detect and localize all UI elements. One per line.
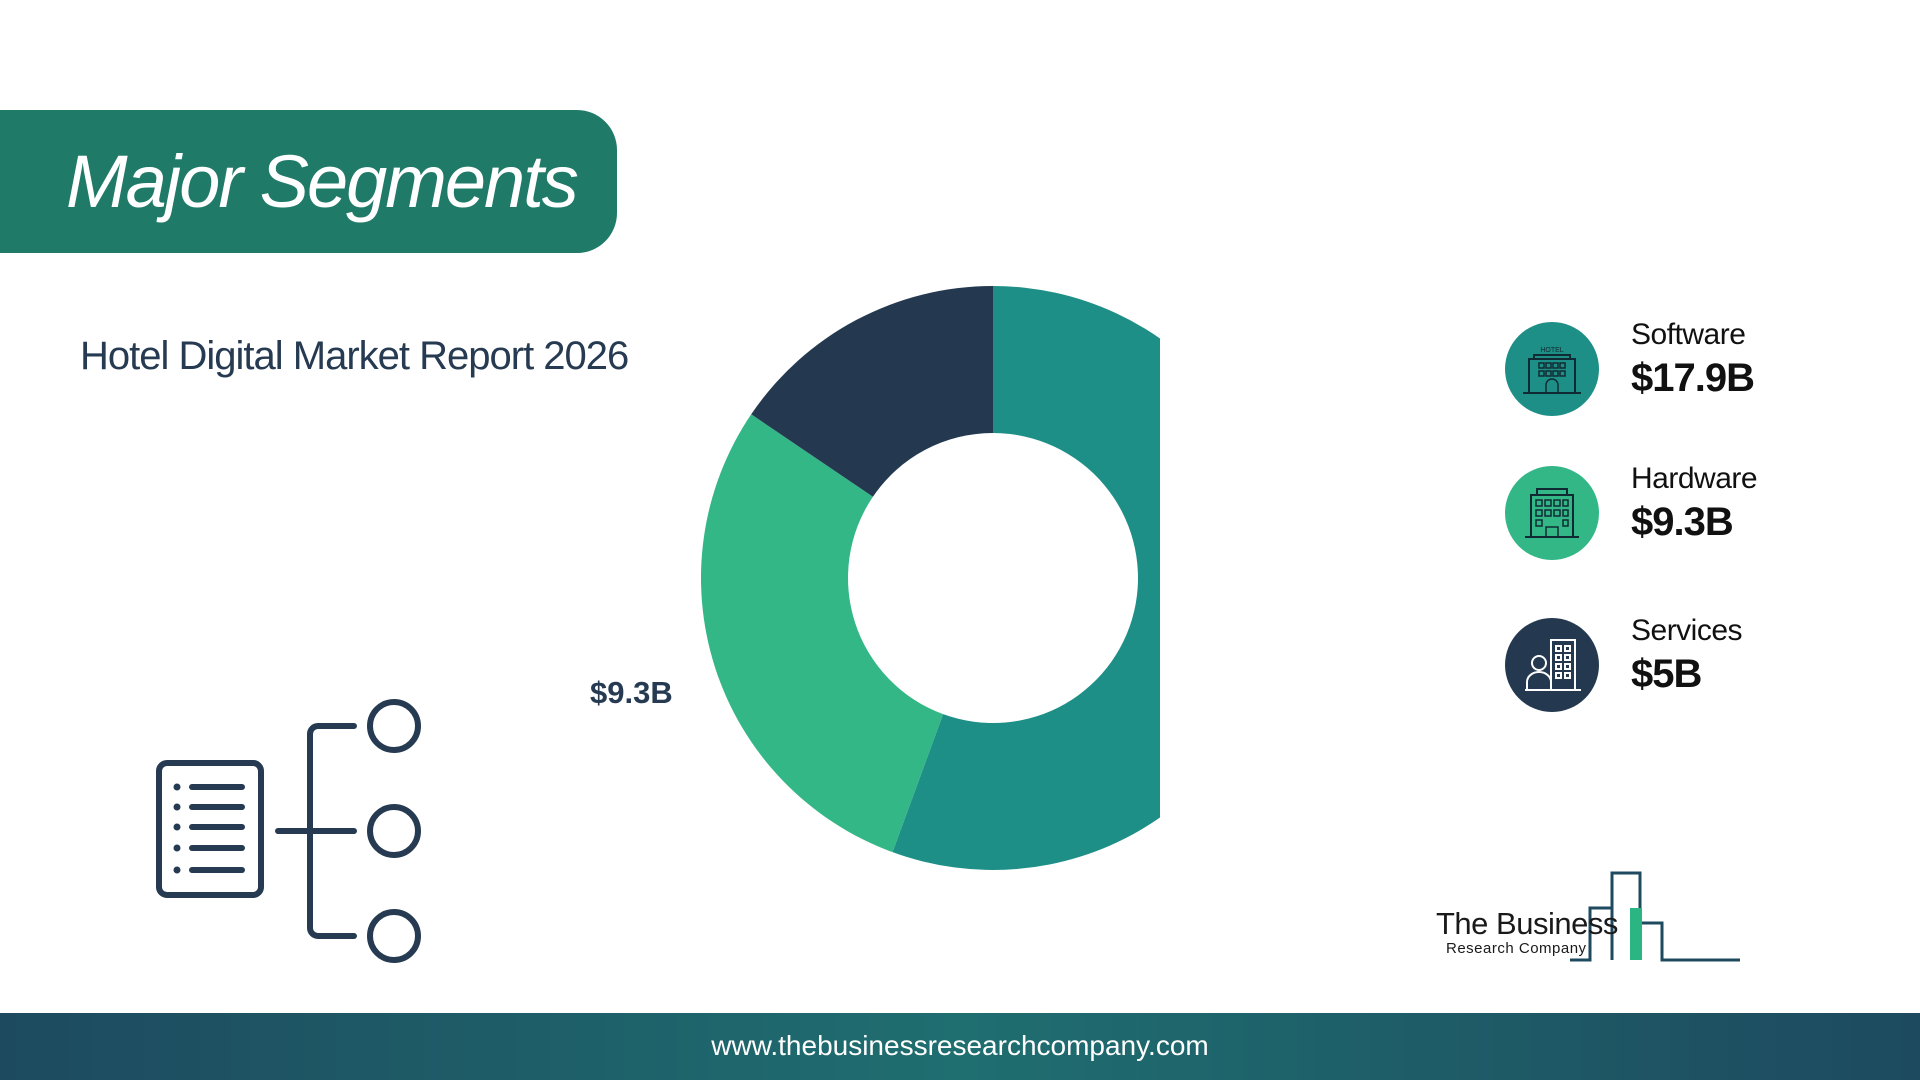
segments-tree-icon (156, 699, 421, 963)
legend-item-services: Services $5B (1505, 614, 1845, 714)
legend-value: $5B (1631, 652, 1702, 696)
donut-slice-hardware (700, 414, 944, 853)
logo-line-2: Research Company (1446, 940, 1587, 957)
concierge-icon (1505, 618, 1599, 712)
building-icon (1505, 466, 1599, 560)
hotel-icon: HOTEL (1505, 322, 1599, 416)
donut-slice-services (751, 286, 993, 497)
legend-item-software: HOTEL Software $17.9B (1505, 318, 1845, 418)
logo-line-1: The Business (1436, 906, 1618, 941)
legend-label: Services (1631, 614, 1743, 647)
company-logo: The Business Research Company (1430, 868, 1750, 968)
donut-chart: $17.9B$9.3B$5B (590, 286, 1160, 870)
title-banner: Major Segments (0, 110, 617, 253)
data-label-hardware: $9.3B (590, 675, 673, 710)
legend-value: $17.9B (1631, 356, 1755, 400)
report-title: Hotel Digital Market Report 2026 (80, 334, 629, 378)
footer-bar: www.thebusinessresearchcompany.com (0, 1013, 1920, 1080)
page-title: Major Segments (66, 140, 579, 223)
footer-url[interactable]: www.thebusinessresearchcompany.com (711, 1030, 1209, 1061)
legend-label: Hardware (1631, 462, 1758, 495)
legend-label: Software (1631, 318, 1746, 351)
donut-slice-software (892, 286, 1160, 870)
legend-value: $9.3B (1631, 500, 1734, 544)
hotel-sign-text: HOTEL (1540, 347, 1563, 354)
legend-item-hardware: Hardware $9.3B (1505, 462, 1845, 562)
